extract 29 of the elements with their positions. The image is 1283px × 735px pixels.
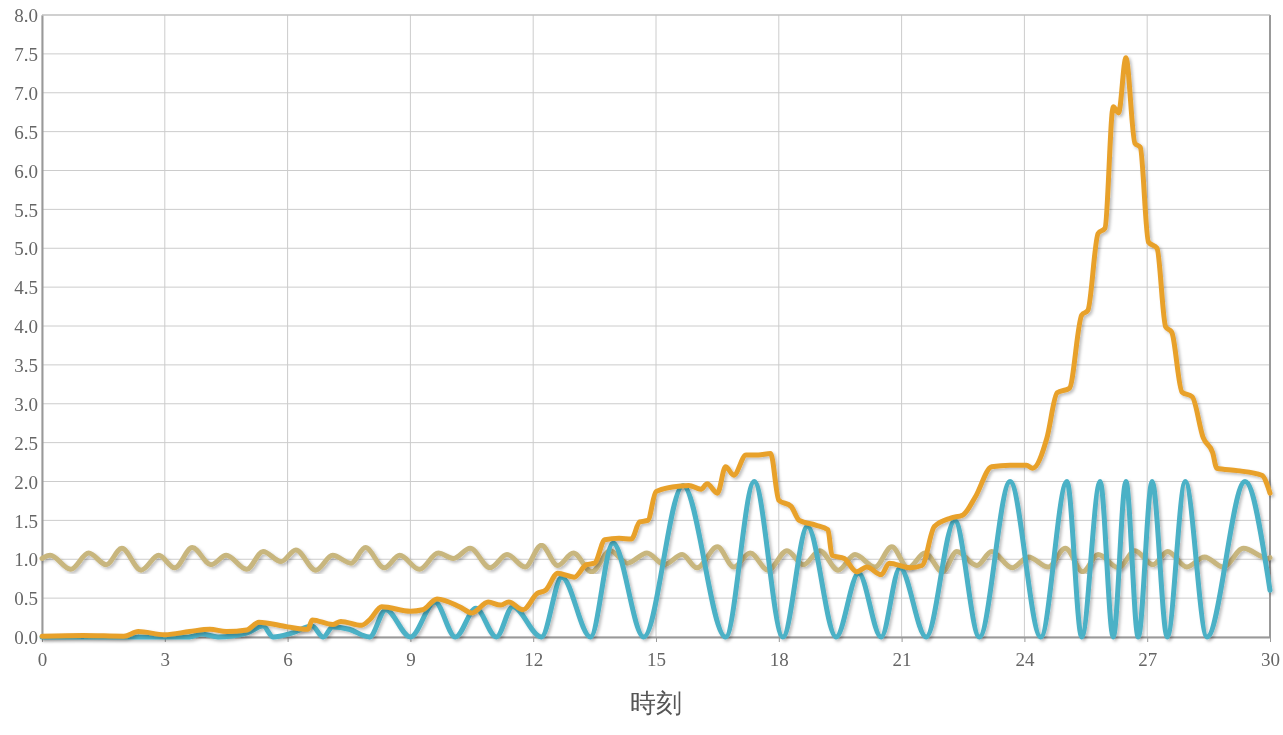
x-tick-label: 6 [283, 648, 293, 670]
y-tick-label: 1.5 [14, 510, 38, 532]
x-tick-label: 27 [1138, 648, 1158, 670]
y-tick-label: 2.0 [14, 471, 38, 493]
x-tick-label: 3 [160, 648, 171, 670]
y-tick-label: 2.5 [14, 432, 38, 454]
x-tick-label: 18 [769, 648, 789, 670]
x-tick-label: 24 [1015, 648, 1035, 670]
y-tick-label: 7.5 [14, 44, 38, 66]
y-tick-label: 0.0 [14, 627, 38, 649]
x-axis-title: 時刻 [630, 688, 682, 718]
y-tick-label: 8.0 [14, 5, 38, 27]
y-tick-label: 5.5 [14, 199, 38, 221]
y-tick-label: 6.0 [14, 160, 38, 182]
x-tick-label: 9 [406, 648, 416, 670]
y-tick-label: 5.0 [14, 238, 38, 260]
y-tick-label: 0.5 [14, 588, 38, 610]
y-tick-label: 6.5 [14, 121, 38, 143]
y-tick-label: 1.0 [14, 549, 38, 571]
x-tick-label: 0 [37, 648, 48, 670]
y-tick-label: 4.0 [14, 316, 38, 338]
x-tick-label: 12 [524, 648, 544, 670]
y-tick-label: 3.5 [14, 355, 38, 377]
x-tick-label: 30 [1261, 648, 1280, 670]
y-tick-label: 3.0 [14, 393, 38, 415]
y-tick-label: 7.0 [14, 82, 38, 104]
x-tick-label: 21 [892, 648, 912, 670]
y-tick-label: 4.5 [14, 277, 38, 299]
x-tick-label: 15 [647, 648, 666, 670]
